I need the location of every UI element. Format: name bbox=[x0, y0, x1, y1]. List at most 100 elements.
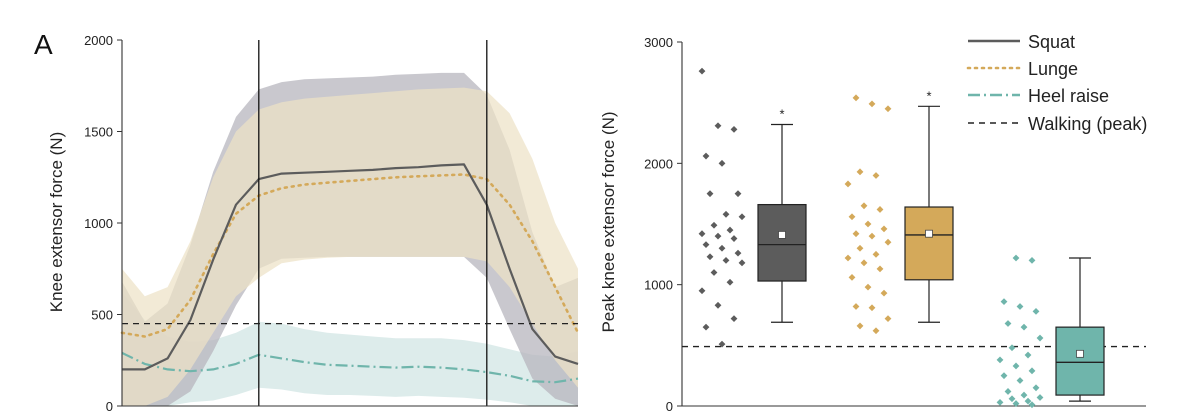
data-point-squat bbox=[730, 315, 738, 323]
data-point-squat bbox=[722, 257, 730, 264]
left-y-tick-label: 1500 bbox=[84, 125, 113, 140]
data-point-heel bbox=[996, 356, 1004, 364]
panel-letter: A bbox=[34, 29, 53, 60]
data-point-squat bbox=[702, 241, 710, 249]
data-point-squat bbox=[698, 287, 706, 295]
data-point-heel bbox=[1000, 298, 1008, 306]
right-y-tick-label: 0 bbox=[666, 399, 673, 414]
box-plots: ** bbox=[757, 88, 1105, 402]
data-point-squat bbox=[738, 259, 746, 267]
significance-marker: * bbox=[779, 107, 784, 122]
data-point-heel bbox=[1032, 307, 1040, 315]
legend-label-walking: Walking (peak) bbox=[1028, 114, 1147, 134]
right-y-tick-label: 1000 bbox=[644, 278, 673, 293]
legend-item-heel-raise: Heel raise bbox=[968, 86, 1109, 106]
left-axes: 0 500 1000 1500 2000 bbox=[84, 33, 578, 414]
legend-item-walking: Walking (peak) bbox=[968, 114, 1147, 134]
significance-marker: * bbox=[926, 88, 931, 103]
data-point-squat bbox=[710, 269, 718, 276]
data-point-heel bbox=[1008, 395, 1016, 403]
left-y-axis-title: Knee extensor force (N) bbox=[47, 132, 66, 312]
data-point-lunge bbox=[876, 206, 884, 213]
data-point-lunge bbox=[844, 254, 852, 262]
data-point-lunge bbox=[872, 327, 880, 335]
data-point-squat bbox=[698, 230, 706, 238]
data-point-heel bbox=[1016, 303, 1024, 310]
data-point-squat bbox=[698, 67, 706, 75]
data-point-heel bbox=[1012, 362, 1020, 370]
force-time-chart: 0 500 1000 1500 2000 Knee extensor force (N) bbox=[47, 33, 580, 414]
legend-item-squat: Squat bbox=[968, 32, 1075, 52]
data-point-lunge bbox=[880, 225, 888, 233]
data-point-lunge bbox=[868, 232, 876, 240]
data-point-heel bbox=[1004, 320, 1012, 327]
data-point-squat bbox=[706, 190, 714, 198]
box-iqr bbox=[757, 203, 807, 282]
data-point-heel bbox=[1024, 397, 1032, 405]
data-point-squat bbox=[734, 190, 742, 198]
data-point-lunge bbox=[848, 213, 856, 221]
sd-bands bbox=[122, 72, 578, 407]
data-point-lunge bbox=[876, 265, 884, 273]
data-point-heel bbox=[1036, 334, 1044, 342]
sd-band-lunge bbox=[122, 87, 578, 406]
left-y-tick-label: 2000 bbox=[84, 33, 113, 48]
data-point-squat bbox=[714, 122, 722, 130]
data-point-heel bbox=[1028, 257, 1036, 264]
left-y-tick-label: 1000 bbox=[84, 216, 113, 231]
data-point-heel bbox=[1036, 394, 1044, 401]
data-point-lunge bbox=[872, 172, 880, 179]
sd-band-heel bbox=[122, 292, 578, 406]
data-point-squat bbox=[718, 244, 726, 252]
mean-marker bbox=[1076, 349, 1084, 358]
data-point-lunge bbox=[864, 220, 872, 228]
right-y-tick-label: 3000 bbox=[644, 35, 673, 50]
data-point-squat bbox=[718, 159, 726, 167]
left-y-tick-label: 0 bbox=[106, 399, 113, 414]
data-point-lunge bbox=[860, 259, 868, 267]
data-point-squat bbox=[706, 253, 714, 261]
data-point-squat bbox=[730, 125, 738, 133]
data-point-lunge bbox=[884, 238, 892, 246]
legend-label-heel-raise: Heel raise bbox=[1028, 86, 1109, 106]
data-point-squat bbox=[734, 249, 742, 257]
right-y-axis-title: Peak knee extensor force (N) bbox=[599, 111, 618, 332]
data-point-squat bbox=[714, 301, 722, 309]
mean-marker bbox=[925, 229, 933, 238]
data-point-heel bbox=[1028, 367, 1036, 375]
data-point-lunge bbox=[856, 244, 864, 252]
scatter-points bbox=[698, 67, 1044, 409]
data-point-lunge bbox=[848, 273, 856, 281]
legend-item-lunge: Lunge bbox=[966, 59, 1078, 79]
data-point-lunge bbox=[852, 94, 860, 102]
data-point-heel bbox=[1020, 391, 1028, 399]
data-point-lunge bbox=[884, 105, 892, 113]
legend-label-lunge: Lunge bbox=[1028, 59, 1078, 79]
data-point-heel bbox=[1004, 388, 1012, 395]
data-point-lunge bbox=[856, 322, 864, 330]
data-point-lunge bbox=[880, 289, 888, 297]
box-plot-squat: * bbox=[757, 107, 807, 323]
data-point-squat bbox=[702, 152, 710, 160]
legend-label-squat: Squat bbox=[1028, 32, 1075, 52]
data-point-heel bbox=[1032, 384, 1040, 392]
data-point-squat bbox=[726, 226, 734, 234]
data-point-squat bbox=[718, 340, 726, 348]
data-point-heel bbox=[1020, 323, 1028, 331]
data-point-squat bbox=[726, 278, 734, 286]
data-point-heel bbox=[1024, 351, 1032, 359]
right-y-tick-label: 2000 bbox=[644, 156, 673, 171]
data-point-heel bbox=[1012, 254, 1020, 262]
data-point-squat bbox=[738, 213, 746, 221]
mean-line-lunge bbox=[120, 173, 580, 338]
data-point-squat bbox=[702, 323, 710, 331]
data-point-lunge bbox=[864, 283, 872, 291]
legend: Squat Lunge Heel raise Walking (peak) bbox=[966, 32, 1147, 134]
data-point-squat bbox=[722, 210, 730, 218]
box-plot-heel bbox=[1055, 257, 1105, 402]
data-point-squat bbox=[710, 221, 718, 229]
left-y-tick-label: 500 bbox=[91, 308, 113, 323]
data-point-lunge bbox=[844, 180, 852, 188]
box-plot-lunge: * bbox=[904, 88, 954, 323]
data-point-squat bbox=[714, 232, 722, 240]
